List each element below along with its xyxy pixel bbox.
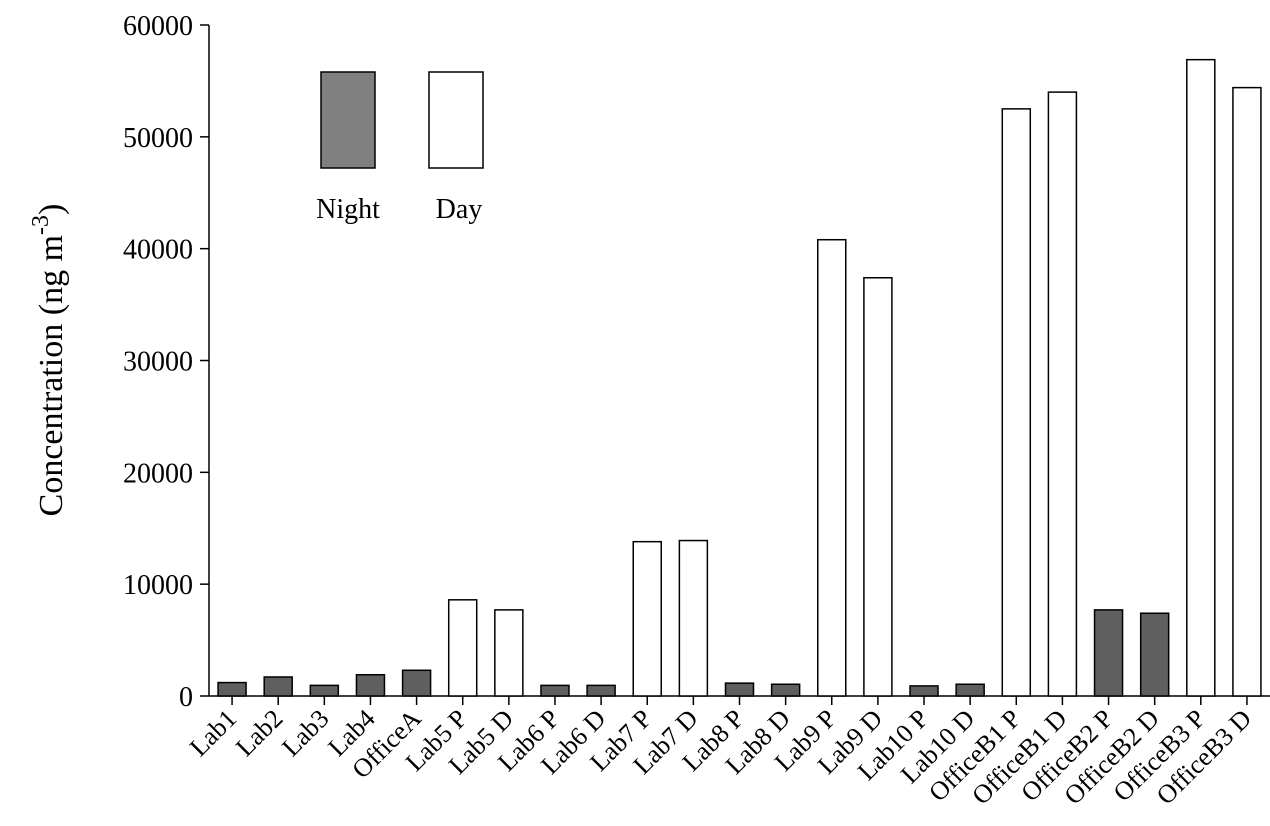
y-tick-label: 40000 bbox=[123, 235, 193, 266]
bar-lab7-d bbox=[678, 539, 709, 697]
bar-officeb3-p bbox=[1186, 58, 1216, 697]
y-tick-label: 50000 bbox=[123, 123, 193, 154]
y-tick-label: 10000 bbox=[123, 570, 193, 601]
bar-lab1 bbox=[217, 681, 247, 697]
bar-lab4 bbox=[355, 674, 386, 697]
y-tick-label: 20000 bbox=[123, 458, 193, 489]
y-tick-label: 60000 bbox=[123, 11, 193, 42]
legend-label-night: Night bbox=[316, 194, 380, 225]
bar-officeb3-d bbox=[1232, 86, 1262, 697]
bar-lab7-p bbox=[632, 540, 662, 697]
legend-swatch-night bbox=[320, 71, 376, 169]
bar-lab5-p bbox=[447, 599, 478, 697]
legend-swatch-day bbox=[428, 71, 484, 169]
bar-lab8-d bbox=[770, 683, 801, 697]
legend: Night Day bbox=[316, 71, 484, 225]
bar-lab9-d bbox=[863, 276, 893, 697]
y-axis-title-main: Concentration (ng m bbox=[33, 235, 70, 516]
bar-officeb1-d bbox=[1047, 91, 1078, 697]
bar-lab6-d bbox=[586, 684, 616, 697]
bar-officeb1-p bbox=[1001, 108, 1032, 697]
bar-officeb2-d bbox=[1139, 612, 1170, 697]
bar-lab9-p bbox=[817, 238, 847, 697]
bar-lab8-p bbox=[724, 682, 755, 697]
y-axis-title: Concentration (ng m-3) bbox=[28, 204, 70, 517]
y-tick-label: 0 bbox=[179, 682, 193, 713]
legend-label-day: Day bbox=[436, 194, 483, 225]
x-tick-label: Lab3 bbox=[276, 704, 334, 762]
bar-lab3 bbox=[309, 684, 340, 697]
bar-lab10-p bbox=[909, 685, 939, 697]
plot-area: 0100002000030000400005000060000Lab1Lab2L… bbox=[123, 11, 1270, 810]
y-axis-title-close: ) bbox=[33, 204, 70, 215]
bar-lab10-d bbox=[955, 683, 985, 697]
bar-officeb2-p bbox=[1093, 609, 1124, 697]
y-axis-title-superscript: -3 bbox=[28, 215, 54, 235]
x-tick-label: Lab2 bbox=[230, 704, 288, 762]
bar-lab6-p bbox=[540, 684, 570, 697]
bar-lab5-d bbox=[494, 609, 524, 697]
bar-lab2 bbox=[263, 676, 293, 697]
bar-officea bbox=[401, 669, 432, 697]
y-tick-label: 30000 bbox=[123, 347, 193, 378]
